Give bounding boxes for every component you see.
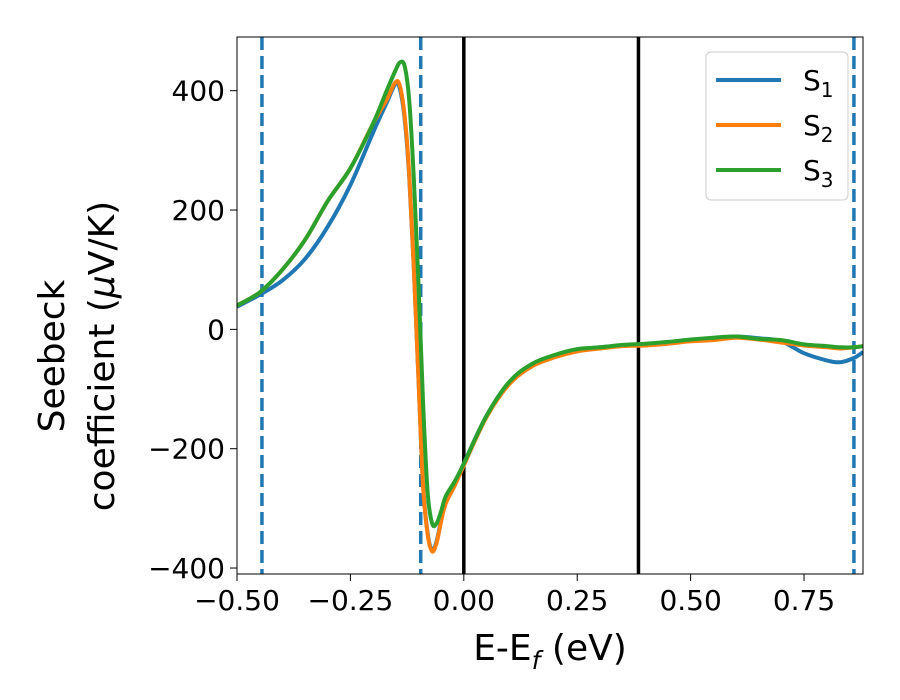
y-axis-label-post: V/K) (82, 201, 123, 275)
plot-frame (236, 36, 864, 575)
series-layer (237, 59, 863, 554)
x-axis-label-base: E-E (473, 628, 531, 669)
y-tick-label: 400 (172, 75, 225, 108)
legend-label-s3: S3 (803, 154, 834, 192)
y-tick-label: −400 (148, 552, 225, 585)
y-axis-ticks: −400 −200 0 200 400 (148, 75, 237, 585)
x-tick-label: 0.50 (659, 584, 721, 617)
x-axis-label-suffix: (eV) (540, 628, 626, 669)
x-tick-label: 0.75 (773, 584, 835, 617)
x-tick-label: −0.25 (307, 584, 393, 617)
x-axis-ticks: −0.50 −0.25 0.00 0.25 0.50 0.75 (194, 574, 835, 617)
y-tick-label: −200 (148, 433, 225, 466)
x-tick-label: 0.00 (433, 584, 495, 617)
y-axis-label-mu: μ (82, 275, 123, 299)
legend-label-s1: S1 (803, 64, 834, 102)
y-axis-label-line1: Seebeck (32, 279, 73, 432)
x-tick-label: −0.50 (194, 584, 280, 617)
legend: S1 S2 S3 (705, 51, 849, 201)
y-tick-label: 0 (207, 313, 225, 346)
y-tick-label: 200 (172, 194, 225, 227)
x-axis-label: E-Ef (eV) (473, 628, 627, 675)
x-tick-label: 0.25 (546, 584, 608, 617)
y-axis-label: Seebeck coefficient (μV/K) (32, 201, 123, 511)
y-axis-label-line2: coefficient (μV/K) (82, 201, 123, 511)
series-line-s3 (237, 59, 863, 529)
y-axis-label-pre: coefficient ( (82, 298, 123, 511)
legend-label-s2: S2 (803, 109, 834, 147)
